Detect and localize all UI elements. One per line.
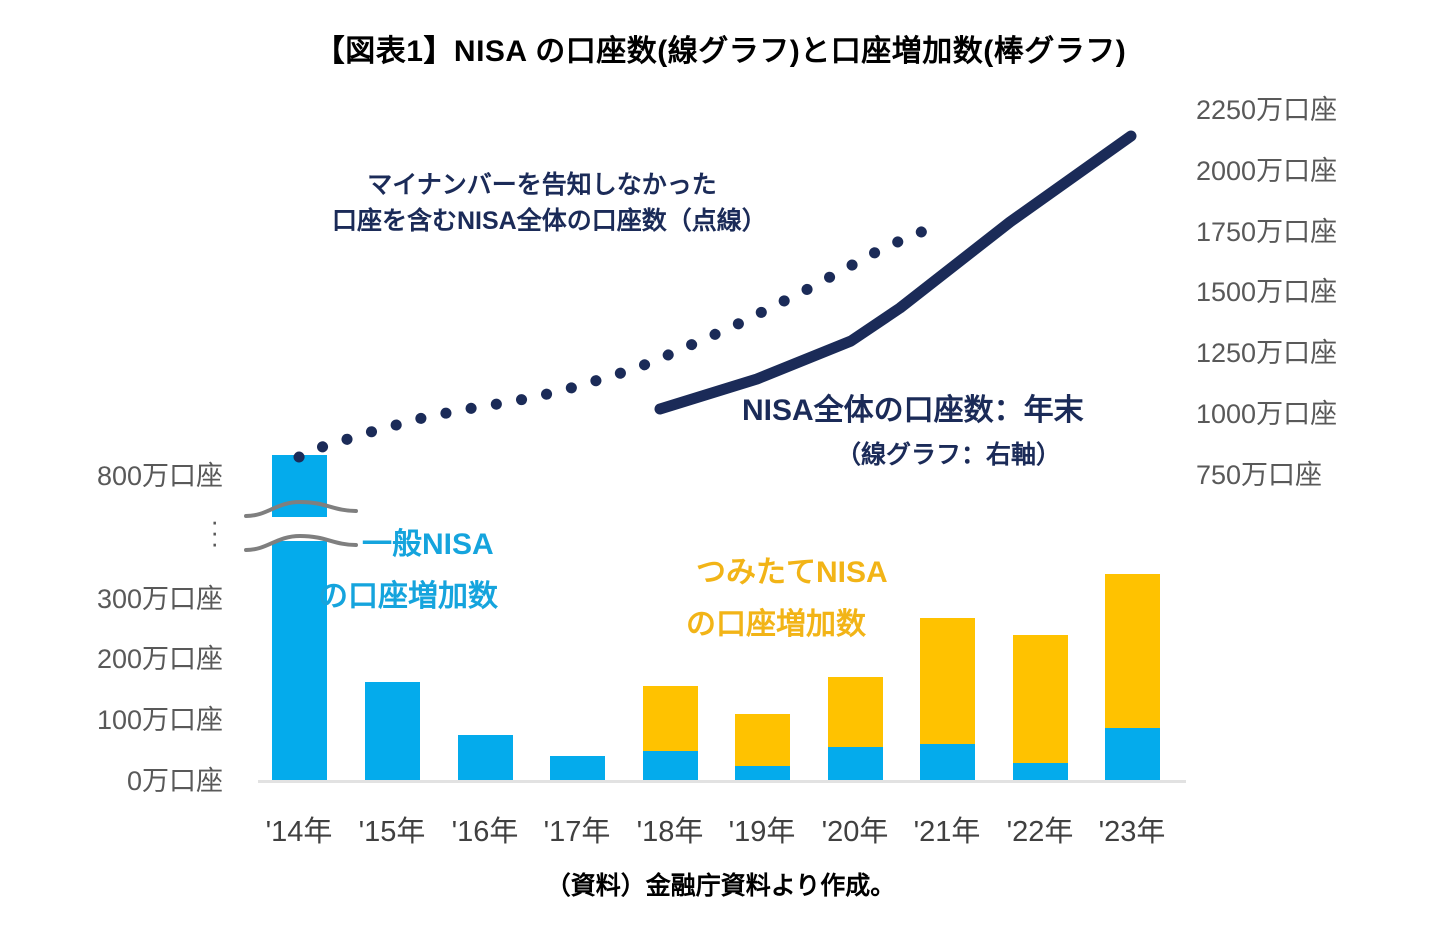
ippan-label-line1: 一般NISA <box>362 528 494 561</box>
x-axis-tick-label: '14年 <box>265 816 333 848</box>
right-axis-tick: 1500万口座 <box>1196 277 1338 307</box>
x-axis-tick-label: '18年 <box>636 816 704 848</box>
bar-series-group <box>272 455 1160 780</box>
left-axis-break-ellipsis: · · · <box>210 506 219 558</box>
bar-segment-ippan <box>272 455 327 780</box>
bar-segment-tsumitate <box>1013 635 1068 763</box>
ippan-label-line2: の口座増加数 <box>318 579 498 613</box>
bar-segment-ippan <box>735 766 790 780</box>
bar-segment-tsumitate <box>828 677 883 747</box>
right-axis-tick: 2250万口座 <box>1196 95 1338 125</box>
right-axis-tick: 1000万口座 <box>1196 399 1338 429</box>
bar-segment-ippan <box>365 682 420 780</box>
tsumitate-label-line2: の口座増加数 <box>686 607 866 641</box>
x-axis-tick-label: '21年 <box>913 816 981 848</box>
source-note: （資料）金融庁資料より作成。 <box>545 872 896 900</box>
left-axis-tick: 800万口座 <box>96 461 223 491</box>
x-axis-tick-label: '16年 <box>451 816 519 848</box>
bar-segment-tsumitate <box>920 618 975 744</box>
bar-segment-ippan <box>643 751 698 780</box>
x-axis-tick-label: '17年 <box>543 816 611 848</box>
right-axis-tick: 750万口座 <box>1196 460 1323 490</box>
tsumitate-nisa-label: つみたてNISA の口座増加数 <box>686 552 946 646</box>
axis-break-squiggle <box>244 499 358 518</box>
bar-segment-ippan <box>1013 763 1068 780</box>
bar-segment-tsumitate <box>643 686 698 751</box>
x-axis-tick-label: '15年 <box>358 816 426 848</box>
bar-segment-ippan <box>458 735 513 780</box>
ippan-nisa-label: 一般NISA の口座増加数 <box>318 524 578 618</box>
line-series-axis-note: （線グラフ：右軸） <box>836 441 1062 469</box>
bar-segment-ippan <box>1105 728 1160 780</box>
x-axis-tick-label: '19年 <box>728 816 796 848</box>
bar-segment-tsumitate <box>1105 574 1160 728</box>
right-axis-tick: 1250万口座 <box>1196 338 1338 368</box>
left-axis-tick: 100万口座 <box>96 705 223 735</box>
bar-segment-ippan <box>828 747 883 780</box>
right-axis-tick: 1750万口座 <box>1196 217 1338 247</box>
x-axis-tick-label: '23年 <box>1098 816 1166 848</box>
line-series-label: NISA全体の口座数：年末 <box>742 394 1084 427</box>
axis-break-squiggle <box>244 533 358 552</box>
dotted-note-line2: 口座を含むNISA全体の口座数（点線） <box>332 206 767 235</box>
axis-break-group <box>244 499 358 552</box>
dotted-note-line1: マイナンバーを告知しなかった <box>367 171 717 199</box>
right-axis-tick: 2000万口座 <box>1196 156 1338 186</box>
bar-segment-tsumitate <box>735 714 790 766</box>
left-axis-tick: 300万口座 <box>96 584 223 614</box>
dotted-line-annotation: マイナンバーを告知しなかった 口座を含むNISA全体の口座数（点線） <box>332 168 767 239</box>
dotted-line-series <box>293 224 932 463</box>
tsumitate-label-line1: つみたてNISA <box>696 556 888 589</box>
bar-segment-ippan <box>550 756 605 780</box>
bar-segment-ippan <box>920 744 975 780</box>
x-axis-tick-label: '22年 <box>1006 816 1074 848</box>
x-axis-baseline <box>258 780 1186 783</box>
left-axis-tick: 0万口座 <box>126 766 223 796</box>
left-axis-tick: 200万口座 <box>96 644 223 674</box>
page-title: 【図表1】NISA の口座数(線グラフ)と口座増加数(棒グラフ) <box>314 35 1127 68</box>
solid-line-series <box>654 130 1137 415</box>
x-axis-tick-label: '20年 <box>821 816 889 848</box>
